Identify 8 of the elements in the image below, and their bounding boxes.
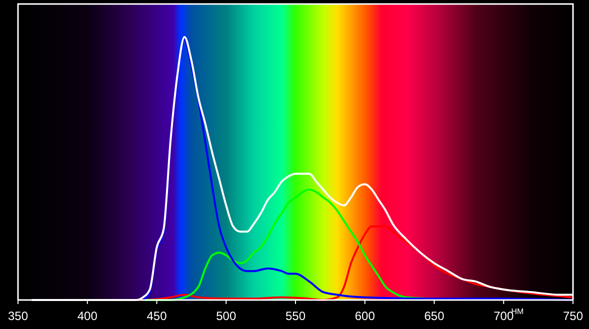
x-tick-label: 350 [8,309,28,323]
x-tick-label: 450 [146,309,168,323]
x-tick-label: 650 [424,309,445,323]
x-tick-label: 400 [77,309,98,323]
x-tick-label: 500 [216,309,236,323]
x-tick-label: 600 [354,309,376,323]
x-tick-label: 750 [562,309,584,323]
x-tick-label: 550 [285,309,306,323]
